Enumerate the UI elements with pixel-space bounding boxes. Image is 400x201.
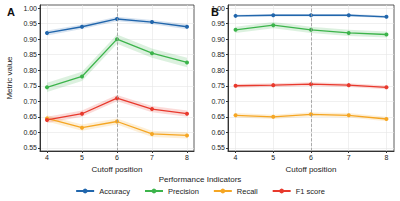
svg-text:5: 5 xyxy=(80,154,84,161)
svg-text:Accuracy: Accuracy xyxy=(99,187,130,196)
svg-text:4: 4 xyxy=(234,154,238,161)
svg-text:0.55: 0.55 xyxy=(23,144,37,151)
svg-text:0.75: 0.75 xyxy=(23,82,37,89)
svg-text:0.60: 0.60 xyxy=(211,129,225,136)
svg-text:5: 5 xyxy=(271,154,275,161)
svg-text:0.90: 0.90 xyxy=(23,36,37,43)
svg-text:0.60: 0.60 xyxy=(23,129,37,136)
svg-text:0.80: 0.80 xyxy=(23,67,37,74)
svg-text:0.55: 0.55 xyxy=(211,144,225,151)
svg-text:7: 7 xyxy=(150,154,154,161)
svg-text:Cutoff position: Cutoff position xyxy=(92,165,143,174)
svg-text:0.95: 0.95 xyxy=(23,20,37,27)
svg-text:F1 score: F1 score xyxy=(296,187,325,196)
svg-text:6: 6 xyxy=(115,154,119,161)
svg-text:0.70: 0.70 xyxy=(23,98,37,105)
svg-text:8: 8 xyxy=(185,154,189,161)
svg-text:Cutoff position: Cutoff position xyxy=(286,165,337,174)
svg-text:1.00: 1.00 xyxy=(23,5,37,12)
svg-text:Recall: Recall xyxy=(237,187,258,196)
svg-text:Metric value: Metric value xyxy=(5,56,14,100)
svg-text:B: B xyxy=(211,6,219,18)
svg-text:4: 4 xyxy=(45,154,49,161)
svg-text:7: 7 xyxy=(347,154,351,161)
svg-text:8: 8 xyxy=(385,154,389,161)
svg-text:0.95: 0.95 xyxy=(211,20,225,27)
svg-text:0.80: 0.80 xyxy=(211,67,225,74)
svg-text:A: A xyxy=(7,6,15,18)
svg-text:0.90: 0.90 xyxy=(211,36,225,43)
svg-text:0.65: 0.65 xyxy=(23,113,37,120)
svg-text:0.75: 0.75 xyxy=(211,82,225,89)
svg-text:0.85: 0.85 xyxy=(211,51,225,58)
svg-text:Performance Indicators: Performance Indicators xyxy=(159,175,242,184)
svg-text:0.65: 0.65 xyxy=(211,113,225,120)
svg-text:0.85: 0.85 xyxy=(23,51,37,58)
svg-text:0.70: 0.70 xyxy=(211,98,225,105)
svg-text:6: 6 xyxy=(309,154,313,161)
svg-text:Precision: Precision xyxy=(168,187,199,196)
